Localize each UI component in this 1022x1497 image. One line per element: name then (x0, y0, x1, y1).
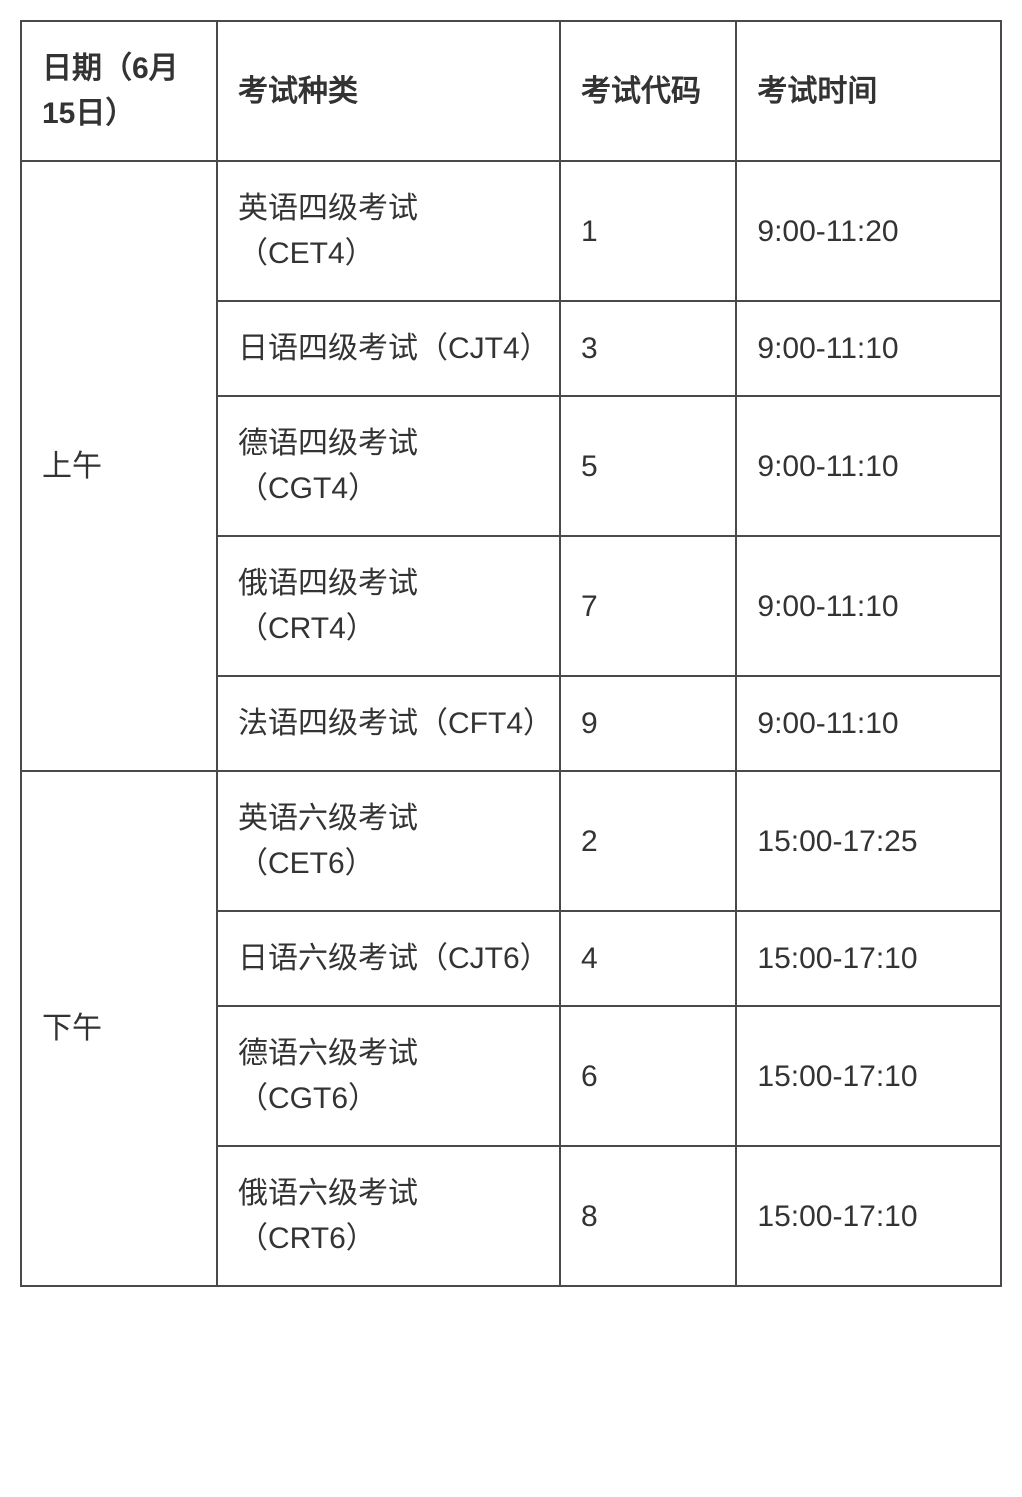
exam-code-cell: 4 (560, 911, 736, 1006)
exam-code-cell: 5 (560, 396, 736, 536)
exam-code-cell: 6 (560, 1006, 736, 1146)
exam-time-cell: 15:00-17:10 (736, 911, 1001, 1006)
header-date: 日期（6月15日） (21, 21, 217, 161)
table-body: 上午英语四级考试（CET4）19:00-11:20日语四级考试（CJT4）39:… (21, 161, 1001, 1286)
exam-type-cell: 日语四级考试（CJT4） (217, 301, 560, 396)
exam-type-cell: 德语四级考试（CGT4） (217, 396, 560, 536)
exam-type-cell: 法语四级考试（CFT4） (217, 676, 560, 771)
header-exam-code: 考试代码 (560, 21, 736, 161)
exam-time-cell: 15:00-17:10 (736, 1146, 1001, 1286)
header-exam-type: 考试种类 (217, 21, 560, 161)
exam-time-cell: 9:00-11:10 (736, 301, 1001, 396)
exam-time-cell: 9:00-11:20 (736, 161, 1001, 301)
exam-code-cell: 8 (560, 1146, 736, 1286)
exam-code-cell: 9 (560, 676, 736, 771)
exam-type-cell: 英语六级考试（CET6） (217, 771, 560, 911)
exam-type-cell: 俄语四级考试（CRT4） (217, 536, 560, 676)
exam-type-cell: 俄语六级考试（CRT6） (217, 1146, 560, 1286)
exam-time-cell: 15:00-17:10 (736, 1006, 1001, 1146)
table-row: 下午英语六级考试（CET6）215:00-17:25 (21, 771, 1001, 911)
exam-time-cell: 9:00-11:10 (736, 396, 1001, 536)
exam-code-cell: 1 (560, 161, 736, 301)
exam-code-cell: 3 (560, 301, 736, 396)
table-header-row: 日期（6月15日） 考试种类 考试代码 考试时间 (21, 21, 1001, 161)
exam-type-cell: 日语六级考试（CJT6） (217, 911, 560, 1006)
exam-type-cell: 英语四级考试（CET4） (217, 161, 560, 301)
table-row: 上午英语四级考试（CET4）19:00-11:20 (21, 161, 1001, 301)
session-label: 下午 (21, 771, 217, 1286)
exam-code-cell: 7 (560, 536, 736, 676)
exam-schedule-table: 日期（6月15日） 考试种类 考试代码 考试时间 上午英语四级考试（CET4）1… (20, 20, 1002, 1287)
exam-time-cell: 15:00-17:25 (736, 771, 1001, 911)
header-exam-time: 考试时间 (736, 21, 1001, 161)
exam-time-cell: 9:00-11:10 (736, 536, 1001, 676)
exam-code-cell: 2 (560, 771, 736, 911)
exam-time-cell: 9:00-11:10 (736, 676, 1001, 771)
exam-type-cell: 德语六级考试（CGT6） (217, 1006, 560, 1146)
session-label: 上午 (21, 161, 217, 771)
